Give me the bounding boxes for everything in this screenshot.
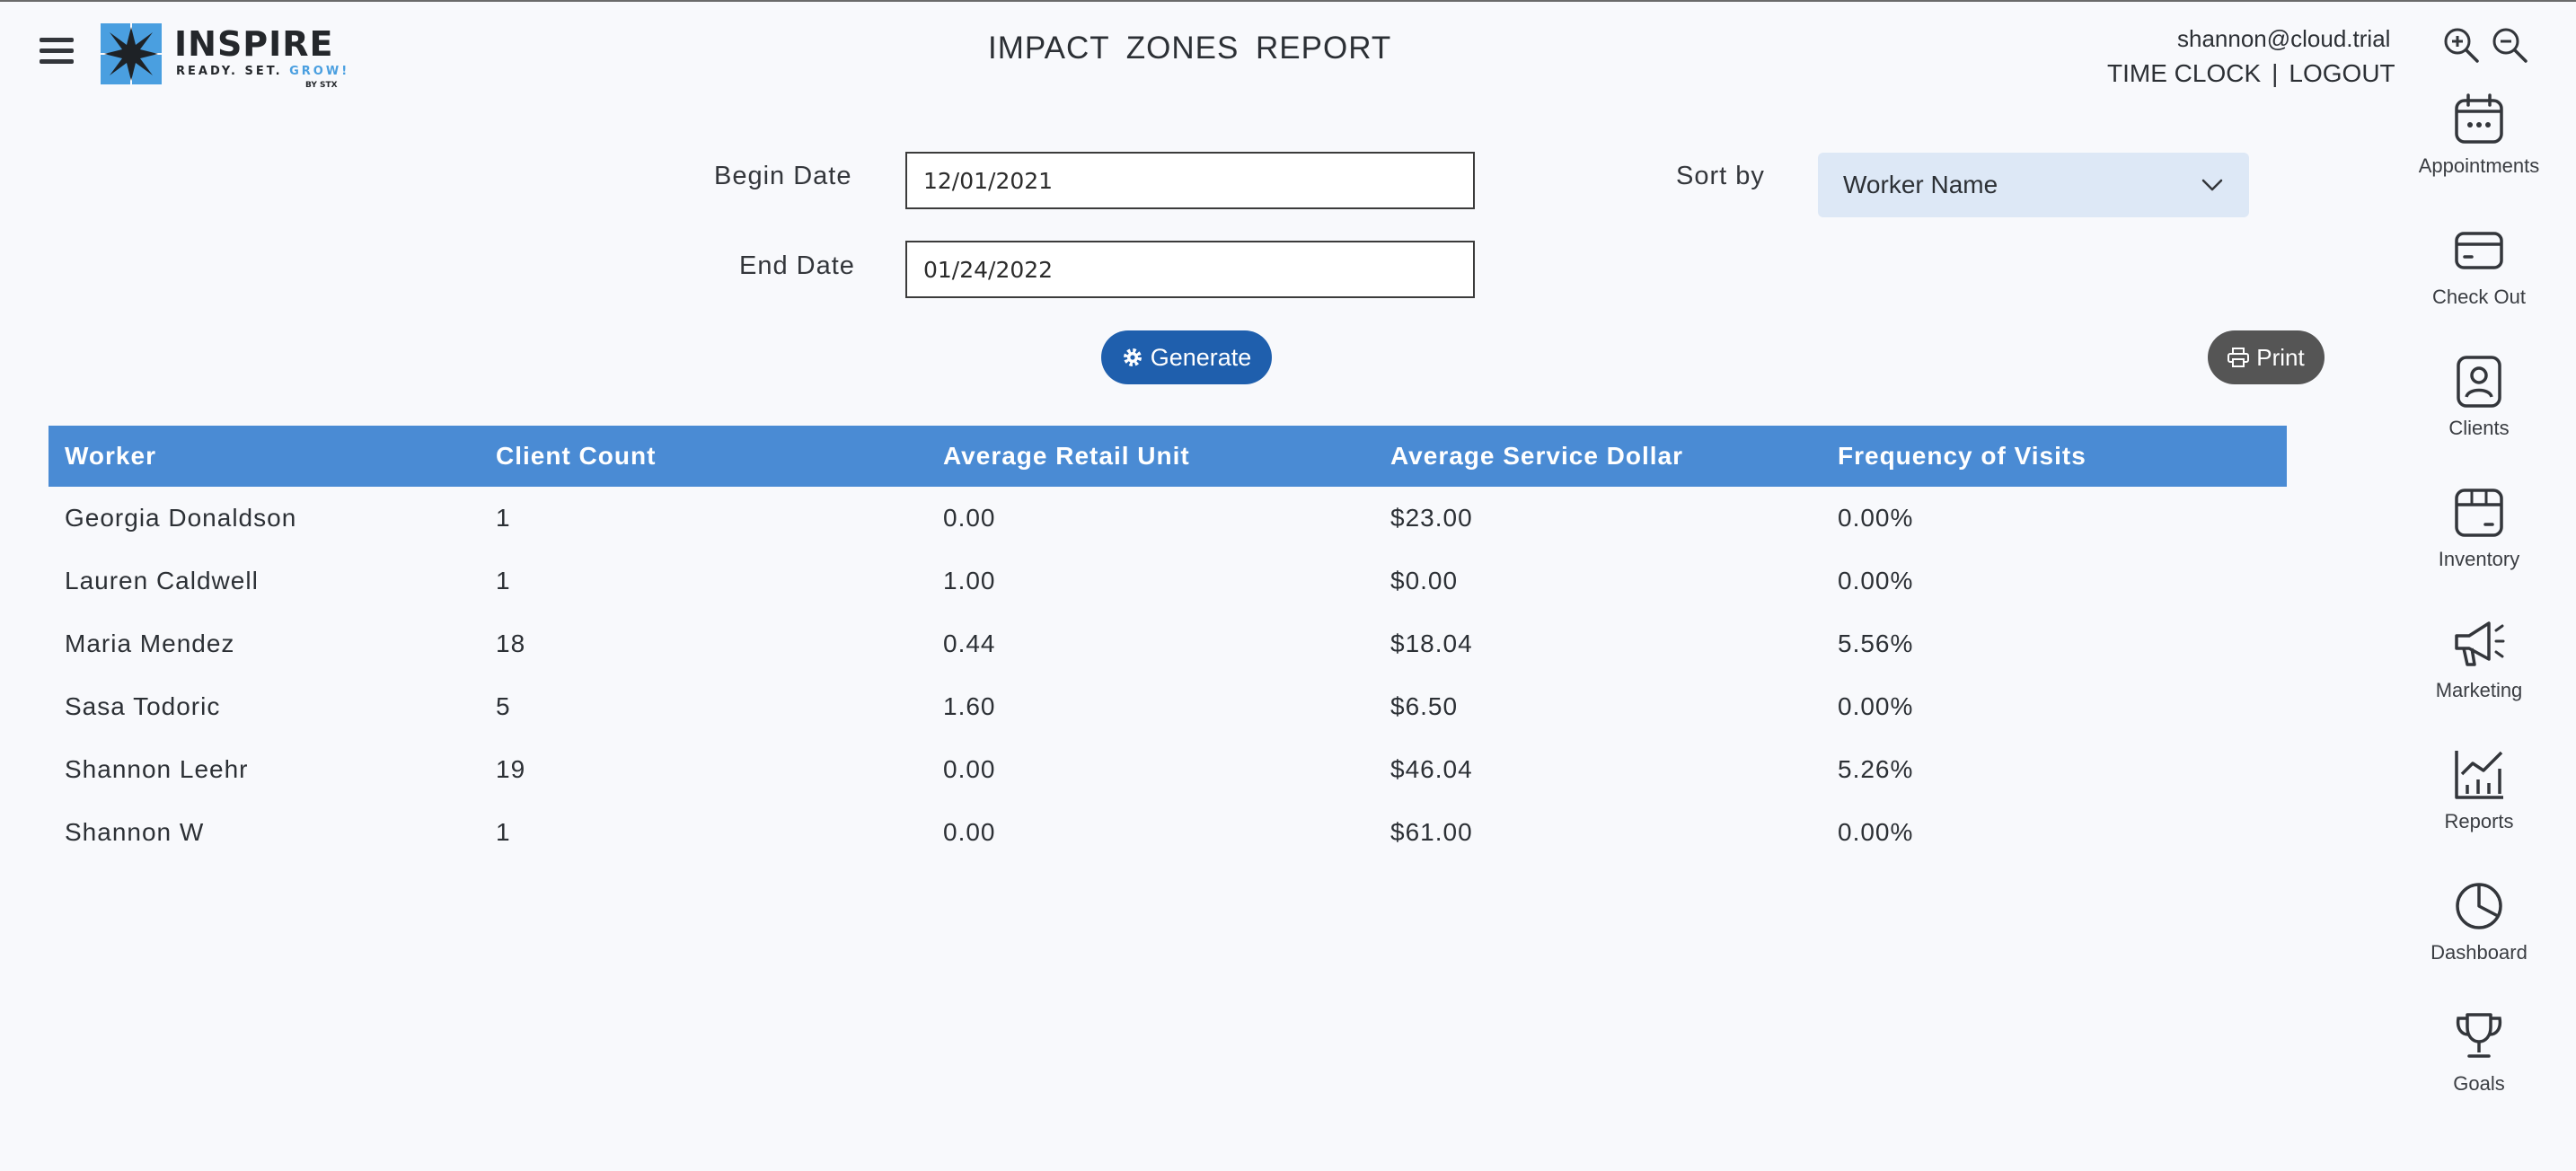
trophy-icon xyxy=(2456,1013,2502,1058)
end-date-label: End Date xyxy=(739,251,855,280)
cell-client-count: 1 xyxy=(496,818,511,846)
table-row: Georgia Donaldson 1 0.00 $23.00 0.00% xyxy=(49,487,2287,550)
time-clock-link[interactable]: TIME CLOCK xyxy=(2107,59,2262,87)
client-badge-icon xyxy=(2457,356,2501,408)
sort-by-value: Worker Name xyxy=(1843,171,1998,198)
cell-average-service-dollar: $6.50 xyxy=(1390,692,1459,720)
nav-label-marketing: Marketing xyxy=(2435,679,2523,701)
nav-label-inventory: Inventory xyxy=(2438,548,2520,570)
zoom-in-icon[interactable] xyxy=(2441,25,2481,65)
generate-button[interactable]: Generate xyxy=(1101,330,1272,384)
cell-worker: Georgia Donaldson xyxy=(65,504,297,532)
nav-label-clients: Clients xyxy=(2448,417,2510,439)
inspire-logo[interactable]: INSPIRE READY. SET. GROW! BY STX xyxy=(101,23,347,90)
column-header-worker[interactable]: Worker xyxy=(65,442,156,470)
column-header-client-count[interactable]: Client Count xyxy=(496,442,657,470)
cell-average-service-dollar: $61.00 xyxy=(1390,818,1473,846)
cell-average-retail-unit: 0.00 xyxy=(943,504,996,532)
cell-average-retail-unit: 0.00 xyxy=(943,818,996,846)
cell-worker: Shannon W xyxy=(65,818,205,846)
nav-label-dashboard: Dashboard xyxy=(2430,941,2527,964)
cell-client-count: 18 xyxy=(496,630,526,657)
sort-by-select[interactable]: Worker Name xyxy=(1818,153,2249,217)
top-links: TIME CLOCK | LOGOUT xyxy=(2107,59,2395,88)
cell-worker: Lauren Caldwell xyxy=(65,567,259,594)
logo-tagline: READY. SET. GROW! xyxy=(176,65,350,78)
nav-label-reports: Reports xyxy=(2444,810,2514,832)
nav-item-reports[interactable]: Reports xyxy=(2407,747,2551,855)
cell-average-service-dollar: $46.04 xyxy=(1390,755,1473,783)
report-table: Worker Client Count Average Retail Unit … xyxy=(49,426,2287,864)
table-row: Shannon Leehr 19 0.00 $46.04 5.26% xyxy=(49,738,2287,801)
cell-frequency-of-visits: 0.00% xyxy=(1838,567,1914,594)
nav-label-check-out: Check Out xyxy=(2432,286,2526,308)
hamburger-menu-icon[interactable] xyxy=(40,38,74,68)
credit-card-icon xyxy=(2455,232,2503,269)
cell-frequency-of-visits: 0.00% xyxy=(1838,504,1914,532)
cell-average-service-dollar: $0.00 xyxy=(1390,567,1459,594)
nav-item-goals[interactable]: Goals xyxy=(2407,1009,2551,1117)
cell-worker: Shannon Leehr xyxy=(65,755,249,783)
megaphone-icon xyxy=(2455,621,2505,666)
logout-link[interactable]: LOGOUT xyxy=(2289,59,2395,87)
pie-chart-icon xyxy=(2456,883,2502,929)
logo-wordmark: INSPIRE xyxy=(174,24,334,64)
cell-frequency-of-visits: 0.00% xyxy=(1838,818,1914,846)
cell-worker: Maria Mendez xyxy=(65,630,235,657)
calendar-icon xyxy=(2455,93,2503,144)
logo-by-line: BY STX xyxy=(305,81,338,90)
zoom-out-icon[interactable] xyxy=(2490,25,2529,65)
cell-frequency-of-visits: 0.00% xyxy=(1838,692,1914,720)
cell-average-retail-unit: 1.60 xyxy=(943,692,996,720)
generate-button-label: Generate xyxy=(1150,343,1252,371)
box-icon xyxy=(2455,489,2503,537)
chart-icon xyxy=(2455,751,2503,799)
cell-average-retail-unit: 0.00 xyxy=(943,755,996,783)
cell-average-retail-unit: 1.00 xyxy=(943,567,996,594)
table-row: Shannon W 1 0.00 $61.00 0.00% xyxy=(49,801,2287,864)
table-row: Lauren Caldwell 1 1.00 $0.00 0.00% xyxy=(49,550,2287,612)
cell-client-count: 1 xyxy=(496,567,511,594)
gear-icon xyxy=(1123,348,1142,366)
print-button-label: Print xyxy=(2256,343,2305,371)
print-button[interactable]: Print xyxy=(2208,330,2325,384)
logo-mark-icon xyxy=(101,23,162,84)
column-header-average-service-dollar[interactable]: Average Service Dollar xyxy=(1390,442,1684,470)
nav-item-inventory[interactable]: Inventory xyxy=(2407,485,2551,593)
cell-client-count: 1 xyxy=(496,504,511,532)
cell-client-count: 5 xyxy=(496,692,511,720)
table-row: Sasa Todoric 5 1.60 $6.50 0.00% xyxy=(49,675,2287,738)
cell-frequency-of-visits: 5.26% xyxy=(1838,755,1914,783)
nav-item-appointments[interactable]: Appointments xyxy=(2407,92,2551,199)
column-header-average-retail-unit[interactable]: Average Retail Unit xyxy=(943,442,1190,470)
page-title: IMPACT ZONES REPORT xyxy=(988,31,1392,66)
end-date-input[interactable] xyxy=(905,241,1475,298)
nav-item-marketing[interactable]: Marketing xyxy=(2407,616,2551,724)
sort-by-label: Sort by xyxy=(1676,162,1765,190)
begin-date-label: Begin Date xyxy=(714,162,852,190)
cell-average-service-dollar: $18.04 xyxy=(1390,630,1473,657)
nav-label-appointments: Appointments xyxy=(2418,154,2540,177)
chevron-down-icon xyxy=(2201,179,2223,191)
cell-client-count: 19 xyxy=(496,755,526,783)
nav-item-clients[interactable]: Clients xyxy=(2407,354,2551,462)
user-email: shannon@cloud.trial xyxy=(2177,25,2391,52)
nav-label-goals: Goals xyxy=(2453,1072,2505,1095)
column-header-frequency-of-visits[interactable]: Frequency of Visits xyxy=(1838,442,2086,470)
cell-average-retail-unit: 0.44 xyxy=(943,630,996,657)
table-header-row: Worker Client Count Average Retail Unit … xyxy=(49,426,2287,487)
begin-date-input[interactable] xyxy=(905,152,1475,209)
cell-average-service-dollar: $23.00 xyxy=(1390,504,1473,532)
link-separator: | xyxy=(2272,59,2279,87)
table-row: Maria Mendez 18 0.44 $18.04 5.56% xyxy=(49,612,2287,675)
nav-item-check-out[interactable]: Check Out xyxy=(2407,223,2551,330)
cell-frequency-of-visits: 5.56% xyxy=(1838,630,1914,657)
nav-item-dashboard[interactable]: Dashboard xyxy=(2407,878,2551,986)
cell-worker: Sasa Todoric xyxy=(65,692,221,720)
printer-icon xyxy=(2228,348,2250,367)
